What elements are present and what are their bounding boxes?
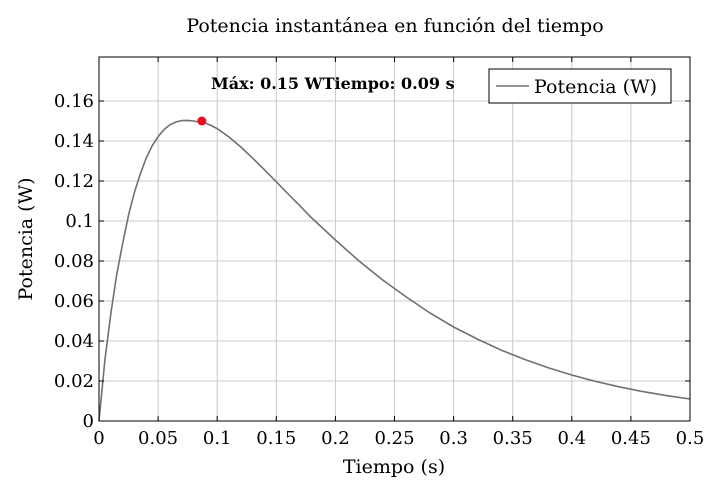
x-tick-label: 0.4 xyxy=(557,428,586,449)
x-tick-label: 0.05 xyxy=(138,428,178,449)
y-tick-label: 0.04 xyxy=(54,331,94,352)
x-tick-label: 0.5 xyxy=(676,428,705,449)
y-tick-label: 0.06 xyxy=(54,291,94,312)
y-tick-label: 0.02 xyxy=(54,371,94,392)
x-tick-label: 0.35 xyxy=(493,428,533,449)
legend-label: Potencia (W) xyxy=(534,76,657,98)
y-tick-label: 0.08 xyxy=(54,251,94,272)
x-tick-label: 0.2 xyxy=(321,428,350,449)
y-tick-label: 0 xyxy=(83,411,94,432)
axis-ticks: 0 0.05 0.1 0.15 0.2 0.25 0.3 0.35 0.4 0.45 0.5 0 0.0… xyxy=(54,57,704,449)
x-tick-label: 0.45 xyxy=(611,428,651,449)
y-tick-label: 0.14 xyxy=(54,131,94,152)
x-tick-label: 0.1 xyxy=(203,428,232,449)
grid-lines xyxy=(99,57,690,421)
x-tick-label: 0.25 xyxy=(374,428,414,449)
x-tick-label: 0.15 xyxy=(256,428,296,449)
series-line-potencia xyxy=(98,119,691,422)
x-axis-label: Tiempo (s) xyxy=(343,456,445,478)
y-axis-label: Potencia (W) xyxy=(15,177,37,300)
legend: Potencia (W) xyxy=(488,68,672,104)
max-point-marker xyxy=(197,116,207,126)
chart-title: Potencia instantánea en función del tiem… xyxy=(186,15,603,37)
x-tick-label: 0 xyxy=(93,428,104,449)
y-tick-label: 0.12 xyxy=(54,171,94,192)
x-tick-label: 0.3 xyxy=(439,428,468,449)
y-tick-label: 0.16 xyxy=(54,91,94,112)
max-annotation: Máx: 0.15 WTiempo: 0.09 s xyxy=(211,74,455,93)
y-tick-label: 0.1 xyxy=(65,211,94,232)
